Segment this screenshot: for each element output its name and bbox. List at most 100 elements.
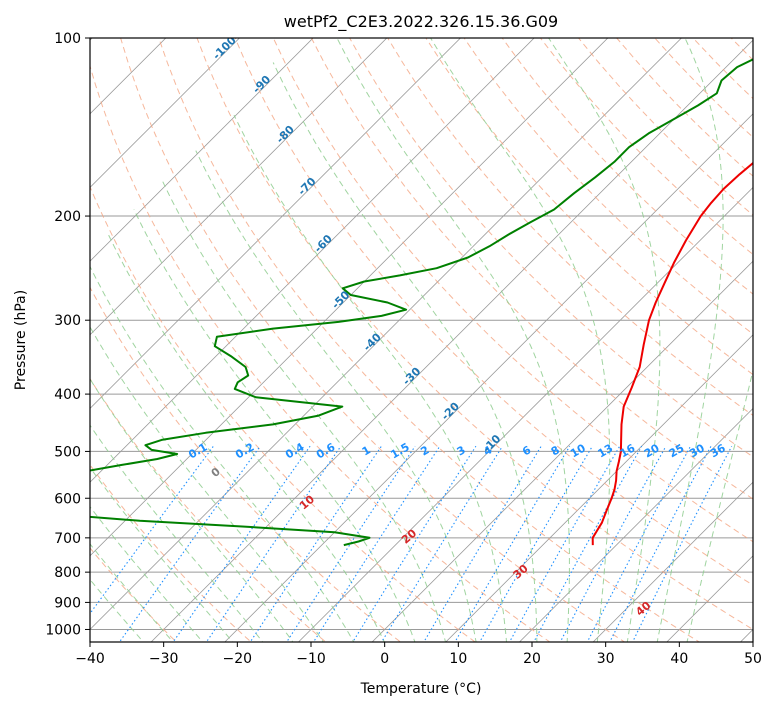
dry-adiabat — [158, 38, 701, 642]
y-tick-label: 100 — [54, 31, 81, 47]
x-tick-label: 30 — [597, 651, 615, 667]
isotherm-line — [90, 38, 314, 262]
isotherm-line — [518, 407, 753, 642]
dry-adiabat-label: 30 — [511, 562, 531, 582]
y-tick-label: 700 — [54, 531, 81, 547]
dry-adiabat — [310, 38, 753, 500]
mixing-ratio-label: 6 — [520, 443, 533, 458]
mixing-ratio-label: 0.4 — [283, 440, 307, 461]
temperature-profile — [591, 161, 753, 546]
dry-adiabat — [90, 547, 178, 642]
dry-adiabat — [272, 38, 753, 543]
mixing-ratio-line — [312, 445, 441, 642]
dry-adiabat — [90, 377, 327, 642]
dry-adiabat-label: 0 — [209, 465, 223, 480]
mixing-ratio-line — [352, 445, 477, 642]
mixing-ratio-label: 20 — [642, 441, 662, 460]
mixing-ratio-label: 0.1 — [186, 440, 209, 461]
isotherm-line — [90, 38, 462, 410]
isotherm-line — [90, 38, 683, 631]
isotherm-label: -80 — [274, 123, 297, 146]
chart-title: wetPf2_C2E3.2022.326.15.36.G09 — [284, 12, 558, 32]
x-axis-label: Temperature (°C) — [360, 681, 482, 697]
y-tick-label: 300 — [54, 313, 81, 329]
x-tick-label: 0 — [380, 651, 389, 667]
moist-adiabat — [195, 150, 477, 642]
sounding-series — [90, 58, 753, 547]
mixing-ratio-line — [380, 445, 503, 642]
dry-adiabat — [743, 11, 775, 654]
isotherm-line — [297, 186, 753, 642]
dry-adiabat — [501, 38, 753, 295]
isotherm-label: -40 — [361, 330, 384, 353]
mixing-ratio-line — [423, 445, 542, 642]
dry-adiabat — [234, 38, 753, 586]
mixing-ratio-line — [205, 445, 342, 642]
dry-adiabat — [349, 38, 753, 458]
mixing-ratio-line — [172, 445, 311, 642]
x-tick-label: 20 — [523, 651, 541, 667]
mixing-ratio-label: 0.2 — [233, 440, 256, 461]
isotherm-line — [90, 38, 241, 189]
y-tick-label: 200 — [54, 209, 81, 225]
dry-adiabat-label: 20 — [399, 526, 419, 546]
mixing-ratio-line — [90, 445, 214, 615]
mixing-ratio-lines — [90, 445, 733, 642]
x-tick-label: 10 — [449, 651, 467, 667]
isotherm-line — [90, 38, 609, 557]
dry-adiabat — [692, 38, 753, 100]
plot-area: 0.1 0.2 0.4 0.6 1 1.5 2 3 4 6 8 10 13 16 20 25 30 36-100-… — [90, 11, 775, 654]
dry-adiabats — [90, 11, 775, 654]
isotherm-label: -70 — [295, 175, 318, 198]
moist-adiabat — [162, 181, 447, 642]
y-axis-label: Pressure (hPa) — [13, 290, 29, 390]
isotherm-line — [445, 334, 753, 642]
dewpoint-profile — [90, 58, 753, 547]
mixing-ratio-label: 25 — [667, 441, 687, 460]
mixing-ratio-line — [533, 445, 643, 642]
moist-adiabats — [90, 38, 753, 642]
y-tick-label: 600 — [54, 491, 81, 507]
moist-adiabat — [233, 114, 508, 642]
mixing-ratio-label: 10 — [568, 441, 588, 460]
isotherm-line — [666, 555, 753, 642]
x-tick-label: 50 — [744, 651, 762, 667]
isotherm-line — [592, 481, 753, 642]
x-tick-label: 40 — [670, 651, 688, 667]
dry-adiabat — [539, 38, 753, 256]
moist-adiabat — [336, 38, 570, 642]
isotherm-label: -30 — [400, 365, 423, 388]
moist-adiabat — [90, 325, 324, 642]
dry-adiabat-label: 40 — [633, 599, 653, 619]
isotherm-line — [224, 113, 753, 642]
axes: −40 −30 −20 −10 0 10 20 30 40 5010020030040050060… — [45, 31, 762, 667]
y-tick-label: 1000 — [45, 622, 81, 638]
moist-adiabat — [656, 38, 724, 642]
mixing-ratio-line — [586, 445, 691, 642]
isotherm-label: -20 — [439, 400, 462, 423]
y-tick-label: 800 — [54, 565, 81, 581]
moist-adiabat — [90, 378, 294, 642]
dry-adiabat — [120, 38, 626, 642]
x-tick-label: −20 — [223, 651, 253, 667]
moist-adiabat — [133, 209, 416, 642]
isotherm-label: -90 — [250, 73, 273, 96]
y-tick-label: 400 — [54, 387, 81, 403]
mixing-ratio-line — [609, 445, 712, 642]
moist-adiabat — [548, 38, 661, 642]
moist-adiabat — [90, 505, 204, 642]
grid-layer — [90, 38, 753, 642]
isotherm-line — [371, 260, 753, 642]
dry-adiabat — [730, 38, 753, 61]
dry-adiabat-label: 10 — [297, 492, 317, 512]
moist-adiabat — [90, 265, 355, 642]
mixing-ratio-label: 13 — [596, 442, 616, 461]
isotherm-label: -50 — [329, 288, 352, 311]
dry-adiabat — [463, 38, 753, 335]
mixing-ratio-line — [559, 445, 667, 642]
mixing-ratio-label: 0.6 — [314, 440, 338, 461]
moist-adiabat — [90, 424, 264, 642]
mixing-ratio-label: 36 — [708, 441, 728, 460]
mixing-ratio-line — [454, 445, 571, 642]
